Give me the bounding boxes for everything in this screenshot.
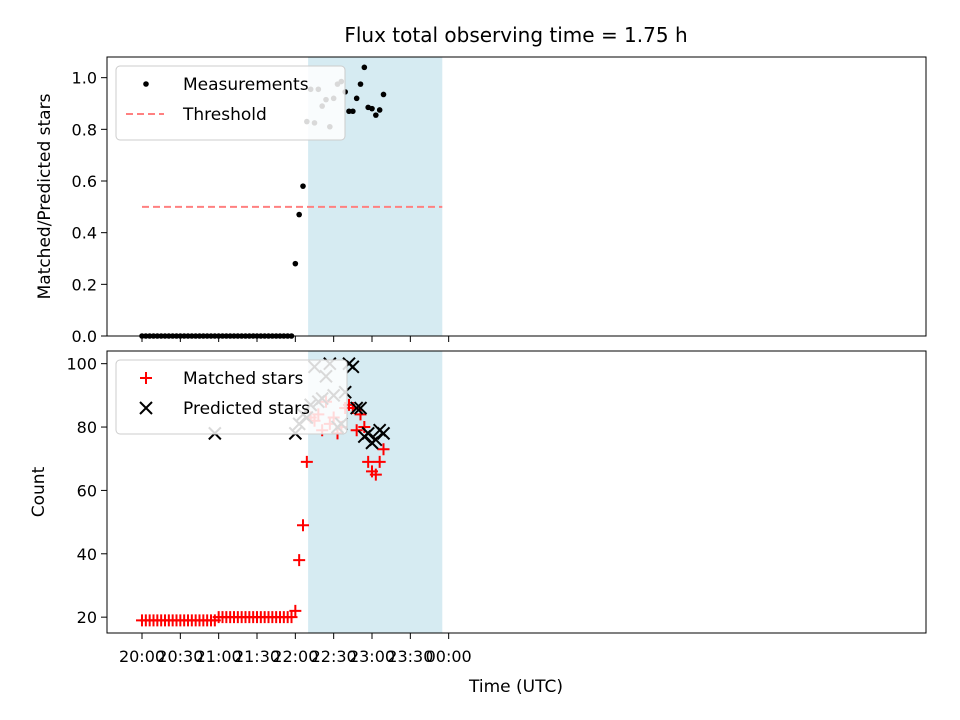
x-tick-label: 20:30 xyxy=(157,647,203,666)
y-tick-label: 0.8 xyxy=(72,120,97,139)
y-tick-label: 0.4 xyxy=(72,224,97,243)
data-point xyxy=(358,421,371,434)
y-tick-label: 1.0 xyxy=(72,69,97,88)
data-point xyxy=(376,426,391,441)
data-point xyxy=(369,105,375,112)
data-point xyxy=(296,211,302,218)
data-point xyxy=(289,604,302,617)
data-point xyxy=(300,455,313,468)
legend-swatch xyxy=(139,401,153,415)
x-tick-label: 21:30 xyxy=(234,647,280,666)
y-tick-label: 0.2 xyxy=(72,275,97,294)
data-point xyxy=(285,611,298,624)
data-point xyxy=(300,183,306,189)
count-legend: Matched stars Predicted stars xyxy=(115,359,348,435)
x-tick-label: 20:00 xyxy=(119,647,165,666)
data-point xyxy=(362,455,375,468)
data-point xyxy=(292,260,299,267)
legend-box xyxy=(115,65,346,141)
x-axis-label: Time (UTC) xyxy=(468,677,563,697)
count-axes-frame xyxy=(106,350,927,634)
ratio-legend: Measurements Threshold xyxy=(115,65,346,141)
legend-label: Threshold xyxy=(182,105,267,125)
x-tick-label: 21:00 xyxy=(196,647,242,666)
data-point xyxy=(353,95,360,102)
count-y-ticks: 20 40 60 80 100 xyxy=(66,355,107,627)
legend-swatch xyxy=(143,81,149,87)
count-panel: 20 40 60 80 100 20:0020:3021:0021:3022:0022:… xyxy=(29,350,927,666)
count-x-ticks: 20:0020:3021:0021:3022:0022:3023:0023:30… xyxy=(119,633,472,666)
data-point xyxy=(346,360,360,374)
data-point xyxy=(350,108,356,115)
data-point xyxy=(373,455,386,468)
data-point xyxy=(353,401,368,415)
y-tick-label: 40 xyxy=(77,545,97,564)
data-point xyxy=(361,64,368,71)
data-point xyxy=(357,81,364,87)
legend-swatch xyxy=(140,372,152,384)
legend-label: Predicted stars xyxy=(183,399,310,419)
y-tick-label: 80 xyxy=(77,418,97,437)
y-tick-label: 20 xyxy=(77,608,97,627)
y-tick-label: 0.6 xyxy=(72,172,97,191)
data-point xyxy=(346,108,352,115)
legend-label: Measurements xyxy=(183,75,309,95)
x-tick-label: 22:30 xyxy=(311,647,357,666)
ratio-y-axis-label: Matched/Predicted stars xyxy=(35,93,55,299)
data-point xyxy=(376,107,383,113)
data-point xyxy=(297,519,310,532)
data-point xyxy=(293,554,306,567)
data-point xyxy=(380,91,387,98)
x-tick-label: 22:00 xyxy=(272,647,318,666)
legend-box xyxy=(115,359,348,435)
y-tick-label: 100 xyxy=(66,355,97,374)
x-tick-label: 00:00 xyxy=(426,647,472,666)
y-tick-label: 0.0 xyxy=(72,327,97,346)
ratio-x-ticks xyxy=(141,336,450,342)
data-point xyxy=(377,443,390,456)
x-tick-label: 23:30 xyxy=(387,647,433,666)
y-tick-label: 60 xyxy=(77,481,97,500)
data-point xyxy=(354,408,367,421)
ratio-panel: 0.0 0.2 0.4 0.6 0.8 1.0 Matched/Predicted sta… xyxy=(35,56,927,346)
data-point xyxy=(350,424,363,437)
count-y-axis-label: Count xyxy=(29,466,49,517)
ratio-axes-frame xyxy=(106,56,927,337)
ratio-y-ticks: 0.0 0.2 0.4 0.6 0.8 1.0 xyxy=(72,69,107,346)
data-point xyxy=(349,401,364,415)
x-tick-label: 23:00 xyxy=(349,647,395,666)
data-point xyxy=(373,112,379,118)
data-point xyxy=(369,468,382,481)
chart-title: Flux total observing time = 1.75 h xyxy=(344,23,687,47)
legend-label: Matched stars xyxy=(183,369,303,389)
